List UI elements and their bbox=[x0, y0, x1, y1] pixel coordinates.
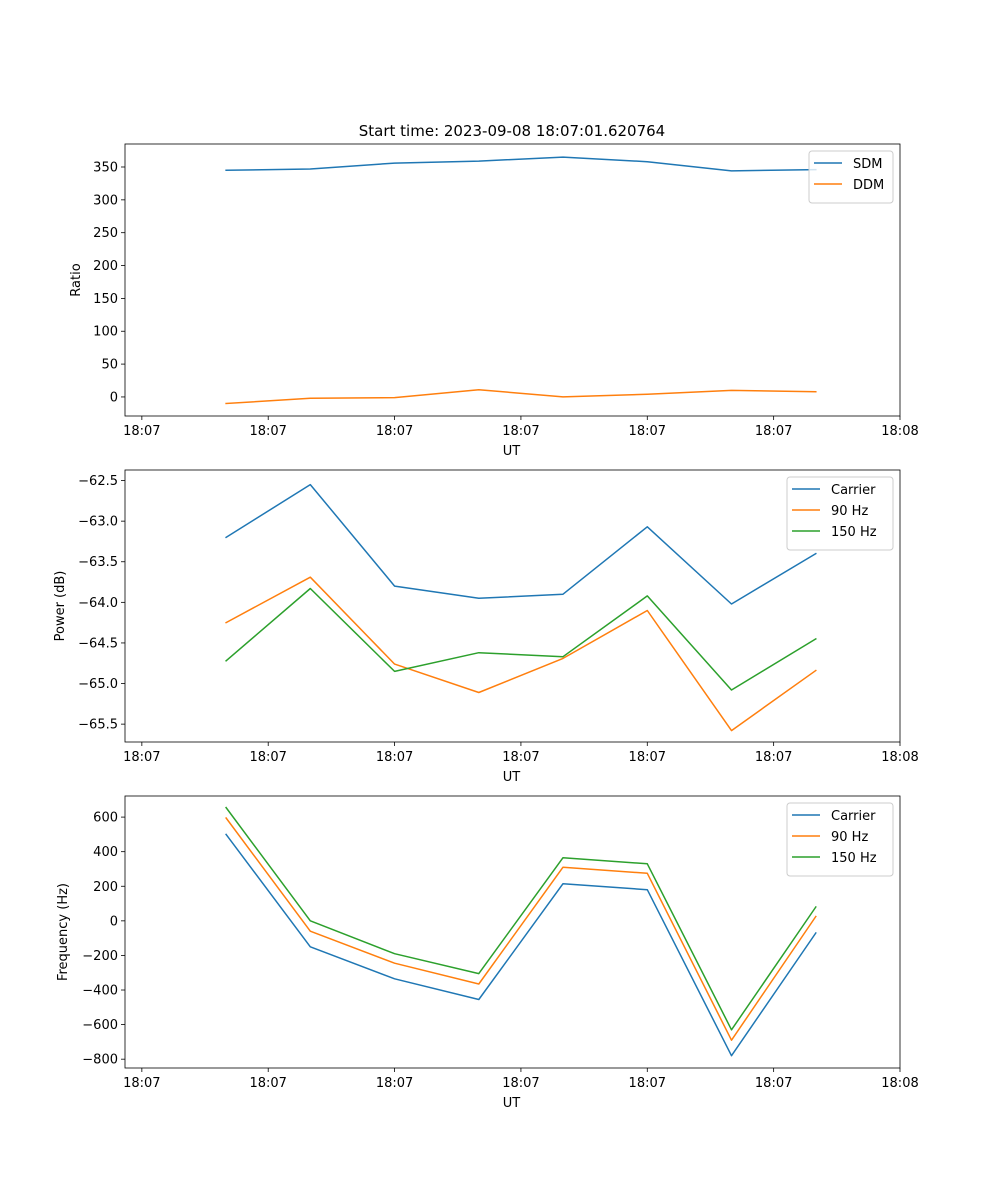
y-tick-label: −62.5 bbox=[78, 474, 118, 489]
x-tick-label: 18:07 bbox=[502, 424, 539, 439]
x-tick-label: 18:07 bbox=[376, 424, 413, 439]
x-tick-label: 18:07 bbox=[249, 750, 286, 765]
y-tick-label: 50 bbox=[101, 358, 118, 373]
y-axis-label: Power (dB) bbox=[53, 571, 68, 642]
legend-label: 90 Hz bbox=[831, 504, 868, 519]
y-tick-label: 100 bbox=[93, 325, 118, 340]
y-tick-label: 400 bbox=[93, 845, 118, 860]
legend-label: SDM bbox=[853, 157, 882, 172]
axes-frame bbox=[124, 143, 901, 417]
figure-title: Start time: 2023-09-08 18:07:01.620764 bbox=[359, 122, 665, 140]
x-axis-label: UT bbox=[503, 444, 521, 459]
y-tick-label: 300 bbox=[93, 193, 118, 208]
x-tick-label: 18:07 bbox=[376, 1076, 413, 1091]
legend-label: 150 Hz bbox=[831, 525, 877, 540]
x-tick-label: 18:08 bbox=[881, 750, 918, 765]
legend-label: 90 Hz bbox=[831, 830, 868, 845]
x-tick-label: 18:07 bbox=[629, 1076, 666, 1091]
x-tick-label: 18:07 bbox=[123, 750, 160, 765]
y-axis-label: Ratio bbox=[69, 263, 84, 296]
y-tick-label: −63.5 bbox=[78, 555, 118, 570]
legend-label: Carrier bbox=[831, 483, 876, 498]
series-line-90-hz bbox=[225, 816, 817, 1041]
x-axis-label: UT bbox=[503, 770, 521, 785]
y-tick-label: −65.5 bbox=[78, 718, 118, 733]
x-tick-label: 18:07 bbox=[502, 1076, 539, 1091]
series-line-sdm bbox=[225, 156, 817, 172]
y-axis-label: Frequency (Hz) bbox=[56, 883, 71, 981]
x-tick-label: 18:07 bbox=[502, 750, 539, 765]
series-line-carrier bbox=[225, 833, 817, 1057]
y-tick-label: −400 bbox=[82, 984, 118, 999]
x-tick-label: 18:07 bbox=[249, 1076, 286, 1091]
power-chart: 18:07 18:07 18:07 18:07 18:07 18:07 18:08 −62.5… bbox=[53, 469, 919, 785]
frequency-chart: 18:07 18:07 18:07 18:07 18:07 18:07 18:08 600 40… bbox=[56, 795, 919, 1111]
x-tick-label: 18:07 bbox=[629, 424, 666, 439]
y-tick-label: 0 bbox=[110, 390, 118, 405]
axes-frame bbox=[124, 469, 901, 743]
y-tick-label: 600 bbox=[93, 811, 118, 826]
y-tick-label: 200 bbox=[93, 259, 118, 274]
y-tick-label: −800 bbox=[82, 1053, 118, 1068]
legend-label: 150 Hz bbox=[831, 851, 877, 866]
legend-box bbox=[808, 150, 894, 204]
x-tick-label: 18:07 bbox=[629, 750, 666, 765]
x-tick-label: 18:07 bbox=[755, 424, 792, 439]
y-tick-label: −64.0 bbox=[78, 596, 118, 611]
x-tick-label: 18:07 bbox=[755, 1076, 792, 1091]
x-tick-label: 18:07 bbox=[123, 424, 160, 439]
series-line-carrier bbox=[225, 483, 817, 605]
y-tick-label: 350 bbox=[93, 160, 118, 175]
x-tick-label: 18:07 bbox=[249, 424, 286, 439]
y-tick-label: −63.0 bbox=[78, 515, 118, 530]
x-axis-label: UT bbox=[503, 1096, 521, 1111]
series-line-150-hz bbox=[225, 806, 817, 1031]
legend-label: Carrier bbox=[831, 809, 876, 824]
series-line-90-hz bbox=[225, 576, 817, 732]
y-tick-label: −200 bbox=[82, 949, 118, 964]
x-tick-label: 18:07 bbox=[376, 750, 413, 765]
y-tick-label: −65.0 bbox=[78, 677, 118, 692]
y-tick-label: 250 bbox=[93, 226, 118, 241]
x-tick-label: 18:08 bbox=[881, 424, 918, 439]
series-line-150-hz bbox=[225, 587, 817, 691]
y-tick-label: 150 bbox=[93, 292, 118, 307]
y-tick-label: 0 bbox=[110, 914, 118, 929]
axes-frame bbox=[124, 795, 901, 1069]
series-line-ddm bbox=[225, 388, 817, 405]
ratio-chart: 18:07 18:07 18:07 18:07 18:07 18:07 18:08 0 50 10… bbox=[69, 143, 919, 459]
y-tick-label: −64.5 bbox=[78, 636, 118, 651]
legend-label: DDM bbox=[853, 178, 884, 193]
y-tick-label: −600 bbox=[82, 1018, 118, 1033]
x-tick-label: 18:07 bbox=[755, 750, 792, 765]
y-tick-label: 200 bbox=[93, 880, 118, 895]
x-tick-label: 18:07 bbox=[123, 1076, 160, 1091]
x-tick-label: 18:08 bbox=[881, 1076, 918, 1091]
